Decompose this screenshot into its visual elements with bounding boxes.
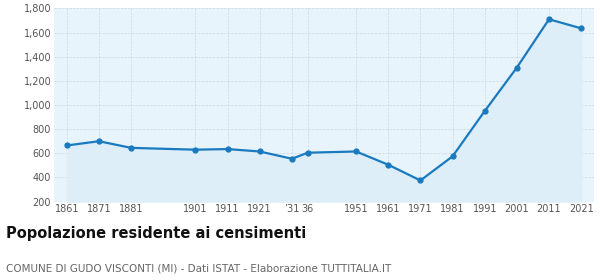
Text: Popolazione residente ai censimenti: Popolazione residente ai censimenti [6,226,306,241]
Text: COMUNE DI GUDO VISCONTI (MI) - Dati ISTAT - Elaborazione TUTTITALIA.IT: COMUNE DI GUDO VISCONTI (MI) - Dati ISTA… [6,263,391,274]
